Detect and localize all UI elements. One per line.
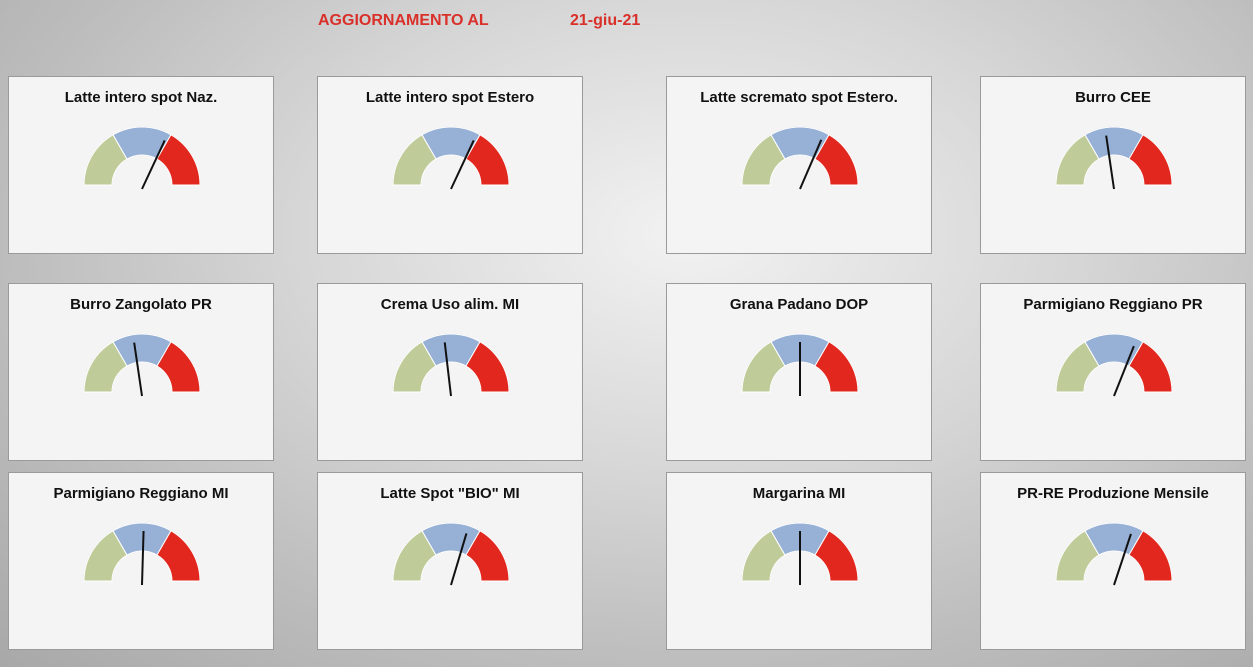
gauge [741,126,859,190]
gauge-needle [141,140,166,190]
gauge-segment [1128,341,1173,393]
gauge [741,333,859,396]
gauge-segment [156,134,201,186]
gauge-needle [1113,533,1132,586]
gauge-title: Latte scremato spot Estero. [700,89,898,106]
gauge-needle [1113,345,1135,397]
gauge-title: PR-RE Produzione Mensile [1017,485,1209,502]
header-date: 21-giu-21 [570,12,641,29]
gauge [83,333,201,397]
gauge-title: Burro CEE [1075,89,1151,106]
gauge-segment [465,134,510,186]
gauge [392,333,510,397]
gauge [741,522,859,585]
gauge-needle [133,342,143,397]
gauge [392,126,510,190]
gauge-needle [141,530,145,586]
gauge [83,522,201,586]
gauge-card: Crema Uso alim. MI [317,283,583,461]
gauge-title: Burro Zangolato PR [70,296,212,313]
gauge-segment [1128,134,1173,186]
gauge-segment [156,341,201,393]
gauge-segment [814,134,859,186]
gauge-card: Margarina MI [666,472,932,650]
gauge-card: Latte Spot "BIO" MI [317,472,583,650]
gauge-segment [465,530,510,582]
gauge-needle [443,342,452,397]
gauge-segment [814,341,859,393]
gauge-title: Parmigiano Reggiano MI [53,485,229,502]
gauge-needle [799,139,823,190]
gauge-title: Parmigiano Reggiano PR [1023,296,1203,313]
gauge-needle [1105,135,1115,190]
gauge-title: Crema Uso alim. MI [380,296,520,313]
gauge-needle [450,140,475,190]
gauge-card: Latte scremato spot Estero. [666,76,932,254]
gauge-card: Latte intero spot Naz. [8,76,274,254]
gauge [392,522,510,586]
gauge [83,126,201,190]
gauge-title: Latte intero spot Estero [365,89,535,106]
gauge-title: Latte Spot "BIO" MI [380,485,520,502]
gauge-needle [450,533,468,586]
gauge [1055,522,1173,586]
gauge-segment [1128,530,1173,582]
gauge-card: Burro Zangolato PR [8,283,274,461]
gauge-title: Margarina MI [752,485,846,502]
gauge-card: Latte intero spot Estero [317,76,583,254]
gauge-segment [156,530,201,582]
gauge-card: Burro CEE [980,76,1246,254]
gauge-card: Parmigiano Reggiano PR [980,283,1246,461]
header-label: AGGIORNAMENTO AL [318,12,489,29]
gauge [1055,333,1173,397]
gauge-segment [465,341,510,393]
gauge-card: Grana Padano DOP [666,283,932,461]
gauge-segment [814,530,859,582]
gauge-title: Grana Padano DOP [729,296,869,313]
gauge-card: PR-RE Produzione Mensile [980,472,1246,650]
gauge-title: Latte intero spot Naz. [64,89,218,106]
gauge [1055,126,1173,190]
gauge-card: Parmigiano Reggiano MI [8,472,274,650]
